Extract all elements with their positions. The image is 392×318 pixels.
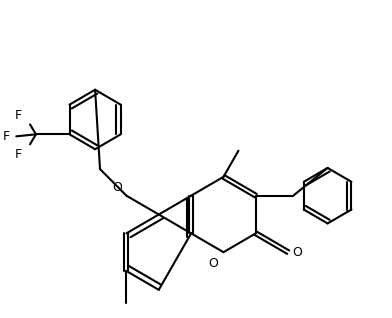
Text: O: O [113,181,122,194]
Text: O: O [209,257,219,270]
Text: F: F [15,109,22,122]
Text: F: F [2,130,9,143]
Text: O: O [292,246,302,259]
Text: F: F [15,148,22,161]
